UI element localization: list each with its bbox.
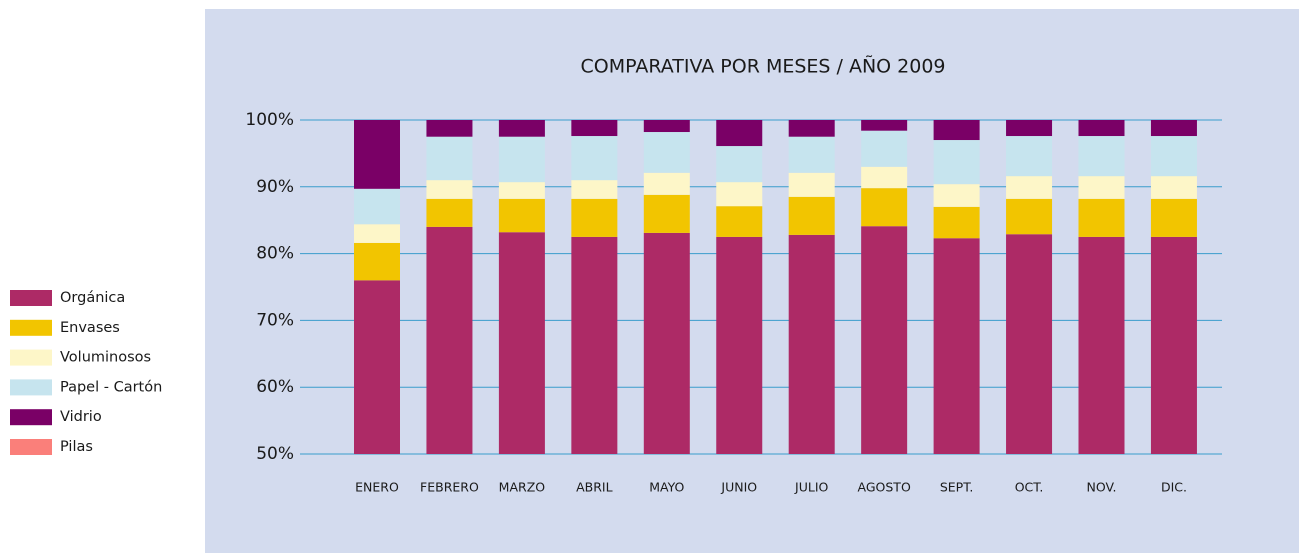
bar-segment: [716, 236, 763, 454]
y-tick-label: 60%: [256, 377, 294, 397]
x-tick-label: SEPT.: [940, 480, 974, 495]
bar-segment: [643, 132, 690, 173]
y-tick-label: 50%: [256, 444, 294, 464]
bar-segment: [1078, 236, 1125, 454]
bar-segment: [1150, 198, 1197, 237]
bar-segment: [354, 280, 400, 454]
x-tick-label: AGOSTO: [858, 480, 911, 495]
bar-segment: [1006, 136, 1053, 177]
y-tick-label: 100%: [245, 110, 294, 130]
bar-segment: [861, 188, 908, 227]
legend-label: Voluminosos: [60, 350, 151, 366]
bar-segment: [788, 136, 835, 173]
bar-segment: [354, 224, 400, 243]
x-tick-label: DIC.: [1161, 480, 1187, 495]
bar-segment: [354, 120, 400, 189]
bar-segment: [1078, 120, 1125, 137]
x-tick-label: FEBRERO: [420, 480, 479, 495]
bar-segment: [933, 184, 980, 207]
legend-swatch: [10, 379, 52, 396]
bar-segment: [788, 120, 835, 137]
y-tick-label: 70%: [256, 310, 294, 330]
bar-segment: [1078, 198, 1125, 237]
legend-swatch: [10, 349, 52, 366]
bar-segment: [354, 242, 400, 281]
bar-segment: [1078, 136, 1125, 177]
bar-segment: [498, 198, 545, 233]
bar-segment: [426, 136, 473, 181]
legend-label: Papel - Cartón: [60, 379, 162, 395]
bar-segment: [571, 136, 618, 181]
bar-segment: [716, 182, 763, 207]
bar-segment: [498, 120, 545, 137]
chart-title: COMPARATIVA POR MESES / AÑO 2009: [580, 55, 945, 78]
legend-label: Envases: [60, 320, 120, 336]
x-tick-label: JULIO: [794, 480, 828, 495]
x-tick-label: NOV.: [1087, 480, 1117, 495]
legend-swatch: [10, 290, 52, 306]
legend-swatch: [10, 319, 52, 336]
x-tick-label: OCT.: [1015, 480, 1044, 495]
bar-segment: [1150, 236, 1197, 454]
y-tick-label: 80%: [256, 244, 294, 264]
bar-segment: [1006, 120, 1053, 137]
x-tick-label: MARZO: [499, 480, 546, 495]
bar-segment: [571, 198, 618, 237]
bar-segment: [643, 232, 690, 454]
bar-segment: [861, 226, 908, 454]
x-tick-label: ABRIL: [576, 480, 612, 495]
bar-segment: [1150, 120, 1197, 137]
bar-segment: [643, 194, 690, 233]
legend-label: Pilas: [60, 439, 93, 455]
bar-segment: [933, 120, 980, 141]
bar-segment: [716, 146, 763, 183]
legend-label: Orgánica: [60, 290, 125, 306]
bar-segment: [1006, 176, 1053, 199]
bar-segment: [933, 238, 980, 454]
bar-segment: [716, 120, 763, 147]
bar-segment: [643, 172, 690, 195]
legend-label: Vidrio: [60, 409, 102, 425]
bar-segment: [1006, 234, 1053, 454]
bar-segment: [1078, 176, 1125, 199]
bar-segment: [426, 226, 473, 454]
bar-segment: [643, 120, 690, 133]
bar-segment: [498, 232, 545, 454]
x-tick-label: MAYO: [649, 480, 684, 495]
bar-segment: [1150, 176, 1197, 199]
bar-segment: [426, 120, 473, 137]
bar-segment: [861, 130, 908, 167]
bar-segment: [861, 120, 908, 131]
x-tick-label: ENERO: [355, 480, 399, 495]
bar-segment: [571, 120, 618, 137]
bar-segment: [426, 198, 473, 227]
bar-segment: [571, 236, 618, 454]
legend-swatch: [10, 439, 52, 455]
bar-segment: [861, 166, 908, 189]
bar-segment: [788, 196, 835, 235]
legend-swatch: [10, 409, 52, 426]
bar-segment: [788, 234, 835, 454]
bar-segment: [1150, 136, 1197, 177]
bar-segment: [933, 140, 980, 185]
bar-segment: [788, 172, 835, 197]
bar-segment: [498, 136, 545, 183]
bar-segment: [933, 206, 980, 239]
bar-segment: [354, 188, 400, 225]
bar-segment: [1006, 198, 1053, 235]
bar-segment: [716, 206, 763, 237]
bar-segment: [426, 180, 473, 199]
y-tick-label: 90%: [256, 177, 294, 197]
bar-segment: [498, 182, 545, 199]
x-tick-label: JUNIO: [720, 480, 757, 495]
bar-segment: [571, 180, 618, 199]
